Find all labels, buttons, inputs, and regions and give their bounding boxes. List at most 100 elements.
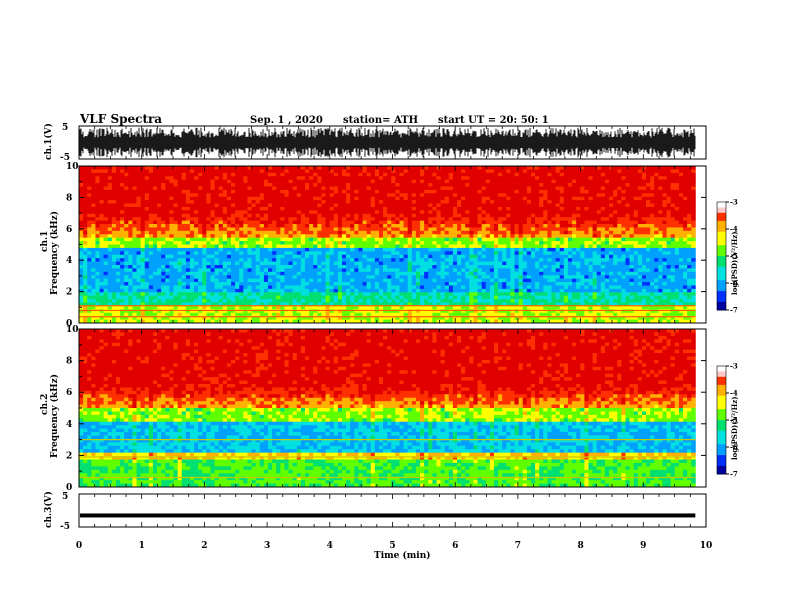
spectrogram-cell	[461, 207, 466, 211]
spectrogram-cell	[252, 238, 257, 242]
spectrogram-cell	[313, 275, 318, 279]
spectrogram-cell	[519, 265, 524, 269]
spectrogram-cell	[515, 248, 520, 252]
spectrogram-cell	[149, 169, 154, 173]
spectrogram-cell	[141, 262, 146, 266]
spectrogram-cell	[206, 166, 211, 170]
spectrogram-cell	[363, 285, 368, 289]
spectrogram-cell	[420, 217, 425, 221]
spectrogram-cell	[321, 190, 326, 194]
spectrogram-cell	[498, 296, 503, 300]
spectrogram-cell	[132, 197, 137, 201]
spectrogram-cell	[161, 255, 166, 259]
spectrogram-cell	[490, 227, 495, 231]
spectrogram-cell	[112, 190, 117, 194]
spectrogram-cell	[198, 299, 203, 303]
spectrogram-cell	[363, 262, 368, 266]
spectrogram-cell	[515, 299, 520, 303]
spectrogram-cell	[243, 248, 248, 252]
spectrogram-cell	[169, 210, 174, 214]
spectrogram-cell	[260, 299, 265, 303]
spectrogram-cell	[194, 313, 199, 317]
spectrogram-cell	[83, 241, 88, 245]
spectrogram-cell	[510, 248, 515, 252]
spectrogram-cell	[342, 241, 347, 245]
spectrogram-cell	[116, 197, 121, 201]
spectrogram-cell	[449, 190, 454, 194]
spectrogram-cell	[494, 268, 499, 272]
spectrogram-cell	[490, 285, 495, 289]
spectrogram-cell	[186, 197, 191, 201]
spectrogram-cell	[165, 221, 170, 225]
spectrogram-cell	[457, 282, 462, 286]
spectrogram-cell	[297, 262, 302, 266]
spectrogram-cell	[453, 262, 458, 266]
spectrogram-cell	[239, 313, 244, 317]
spectrogram-cell	[375, 224, 380, 228]
spectrogram-cell	[461, 183, 466, 187]
spectrogram-cell	[112, 265, 117, 269]
spectrogram-cell	[132, 255, 137, 259]
spectrogram-cell	[289, 169, 294, 173]
spectrogram-cell	[194, 258, 199, 262]
spectrogram-cell	[330, 183, 335, 187]
spectrogram-cell	[174, 245, 179, 249]
spectrogram-cell	[309, 241, 314, 245]
spectrogram-cell	[408, 186, 413, 190]
spectrogram-cell	[206, 306, 211, 310]
spectrogram-cell	[420, 272, 425, 276]
spectrogram-cell	[371, 292, 376, 296]
spectrogram-cell	[100, 292, 105, 296]
spectrogram-cell	[128, 255, 133, 259]
spectrogram-cell	[272, 296, 277, 300]
spectrogram-cell	[280, 241, 285, 245]
spectrogram-cell	[272, 306, 277, 310]
spectrogram-cell	[498, 255, 503, 259]
spectrogram-cell	[153, 231, 158, 235]
spectrogram-cell	[379, 292, 384, 296]
spectrogram-cell	[206, 186, 211, 190]
spectrogram-cell	[436, 265, 441, 269]
spectrogram-cell	[264, 224, 269, 228]
spectrogram-cell	[252, 292, 257, 296]
spectrogram-cell	[112, 197, 117, 201]
spectrogram-cell	[128, 279, 133, 283]
spectrogram-cell	[186, 275, 191, 279]
spectrogram-cell	[424, 258, 429, 262]
spectrogram-cell	[416, 217, 421, 221]
spectrogram-cell	[260, 176, 265, 180]
spectrogram-cell	[293, 169, 298, 173]
spectrogram-cell	[457, 258, 462, 262]
spectrogram-cell	[375, 190, 380, 194]
spectrogram-cell	[313, 241, 318, 245]
spectrogram-cell	[219, 224, 224, 228]
spectrogram-cell	[486, 217, 491, 221]
spectrogram-cell	[247, 292, 252, 296]
spectrogram-cell	[124, 306, 129, 310]
spectrogram-cell	[416, 241, 421, 245]
spectrogram-cell	[338, 251, 343, 255]
spectrogram-cell	[178, 245, 183, 249]
spectrogram-cell	[465, 169, 470, 173]
spectrogram-cell	[108, 272, 113, 276]
spectrogram-cell	[186, 173, 191, 177]
spectrogram-cell	[342, 180, 347, 184]
spectrogram-cell	[83, 268, 88, 272]
spectrogram-cell	[486, 227, 491, 231]
spectrogram-cell	[420, 186, 425, 190]
spectrogram-cell	[400, 234, 405, 238]
spectrogram-cell	[243, 204, 248, 208]
spectrogram-cell	[424, 169, 429, 173]
spectrogram-cell	[252, 221, 257, 225]
spectrogram-cell	[478, 166, 483, 170]
spectrogram-cell	[436, 190, 441, 194]
spectrogram-cell	[293, 248, 298, 252]
spectrogram-cell	[256, 268, 261, 272]
spectrogram-cell	[149, 186, 154, 190]
spectrogram-cell	[342, 234, 347, 238]
spectrogram-cell	[449, 183, 454, 187]
spectrogram-cell	[375, 245, 380, 249]
spectrogram-cell	[490, 173, 495, 177]
spectrogram-cell	[280, 279, 285, 283]
spectrogram-cell	[350, 275, 355, 279]
